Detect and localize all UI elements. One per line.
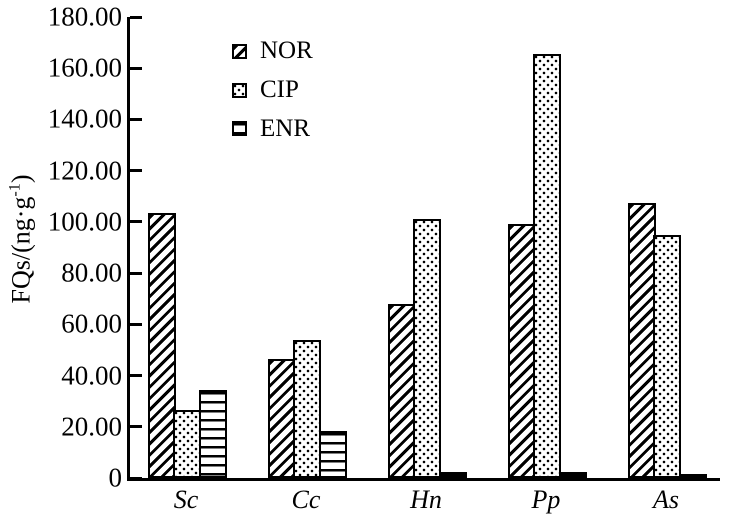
y-tick-label: 100.00 [47, 206, 122, 237]
x-tick-label-pp: Pp [531, 485, 561, 514]
legend-label-nor: NOR [260, 37, 313, 64]
bar-nor-hn [387, 304, 416, 478]
legend-item-enr: ENR [232, 115, 313, 144]
x-tick-label-sc: Sc [173, 485, 199, 514]
y-axis-title-superscript: -1 [6, 183, 24, 197]
bar-group-as [627, 203, 707, 478]
bar-cip-sc [173, 409, 201, 478]
y-tick-label: 120.00 [47, 155, 122, 186]
bar-nor-sc [147, 213, 176, 478]
bar-group-hn [387, 218, 467, 478]
y-tick-mark [130, 425, 142, 429]
bar-group-pp [507, 53, 587, 478]
bar-group-sc [147, 213, 227, 478]
x-axis-labels: Sc Cc Hn Pp As [127, 485, 717, 520]
y-axis-title-text: FQs/(ng·g [6, 196, 36, 304]
y-tick-label: 80.00 [61, 257, 122, 288]
y-tick-mark [130, 169, 142, 173]
y-tick-mark [130, 220, 142, 224]
bar-enr-cc [318, 431, 347, 478]
y-tick-mark [130, 374, 142, 378]
legend-item-cip: CIP [232, 76, 313, 105]
legend-marker-diagonal-hatch-icon [232, 43, 247, 59]
y-tick-mark [130, 476, 142, 480]
y-tick-label: 140.00 [47, 103, 122, 134]
legend-marker-horizontal-lines-icon [232, 121, 247, 137]
y-tick-mark [130, 15, 142, 19]
x-tick-label-hn: Hn [410, 485, 442, 514]
bar-nor-as [627, 203, 656, 478]
y-tick-mark [130, 66, 142, 70]
y-tick-mark [130, 322, 142, 326]
bar-cip-cc [293, 340, 321, 478]
bar-nor-pp [507, 224, 536, 478]
bar-nor-cc [267, 359, 296, 478]
legend-marker-dots-icon [232, 82, 247, 98]
y-tick-mark [130, 117, 142, 121]
bar-enr-pp [558, 472, 587, 478]
bar-enr-as [678, 474, 707, 478]
bar-enr-sc [198, 390, 227, 478]
legend-label-enr: ENR [260, 114, 310, 142]
bar-enr-hn [438, 471, 467, 478]
y-tick-label: 20.00 [61, 411, 122, 442]
legend: NOR CIP ENR [232, 37, 313, 143]
y-tick-label: 160.00 [47, 52, 122, 83]
y-tick-label: 60.00 [61, 308, 122, 339]
y-tick-label: 180.00 [47, 1, 122, 32]
y-axis-title: FQs/(ng·g-1) [6, 174, 36, 304]
bar-cip-as [653, 234, 681, 478]
x-tick-label-cc: Cc [291, 485, 321, 514]
bar-cip-hn [413, 218, 441, 478]
y-axis-title-close: ) [6, 174, 36, 184]
y-axis: 0 20.00 40.00 60.00 80.00 100.00 120.00 140.00 1… [48, 3, 720, 491]
y-tick-label: 0 [108, 462, 123, 493]
y-tick-mark [130, 271, 142, 275]
x-tick-label-as: As [653, 485, 679, 514]
y-tick-label: 40.00 [61, 360, 122, 391]
legend-item-nor: NOR [232, 37, 313, 66]
plot-area: 0 20.00 40.00 60.00 80.00 100.00 120.00 140.00 1… [48, 3, 720, 491]
bar-group-cc [267, 340, 347, 478]
bar-cip-pp [533, 53, 561, 478]
legend-label-cip: CIP [260, 75, 299, 103]
bars-container [130, 17, 720, 478]
